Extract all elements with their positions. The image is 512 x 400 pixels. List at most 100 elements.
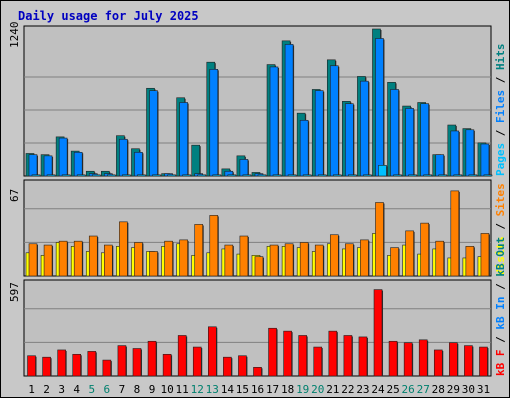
bar <box>137 174 146 177</box>
bar <box>465 129 475 177</box>
bar <box>42 356 51 377</box>
x-tick-label: 23 <box>356 383 369 396</box>
bar <box>343 335 353 377</box>
bar <box>147 340 157 377</box>
x-tick-label: 2 <box>43 383 50 396</box>
bar <box>298 335 307 377</box>
x-tick-label: 25 <box>386 383 399 396</box>
bar <box>134 151 143 177</box>
bar <box>164 240 173 277</box>
bar <box>149 251 158 277</box>
x-tick-label: 14 <box>221 383 235 396</box>
bar <box>449 342 458 377</box>
bar <box>197 174 207 177</box>
bar <box>179 102 188 177</box>
bar <box>43 244 53 277</box>
panel-hits-files-pages: 1240 Pages / Files / Hits <box>8 22 507 177</box>
x-tick-label: 29 <box>447 383 460 396</box>
bar <box>177 335 187 377</box>
bar <box>268 327 277 377</box>
x-tick-label: 12 <box>191 383 204 396</box>
x-tick-label: 3 <box>58 383 65 396</box>
bar <box>209 69 219 177</box>
bar <box>313 346 323 377</box>
bar <box>61 174 71 177</box>
bar <box>314 90 324 177</box>
bar <box>73 151 83 177</box>
bar <box>152 174 161 177</box>
bar <box>408 174 417 177</box>
bar <box>117 345 127 377</box>
bar <box>149 90 158 177</box>
bar <box>162 353 172 377</box>
bar <box>345 243 354 277</box>
bar <box>332 174 342 177</box>
x-tick-label: 21 <box>326 383 339 396</box>
bar <box>28 243 38 277</box>
x-tick-label: 15 <box>236 383 249 396</box>
bar <box>223 356 232 377</box>
legend-separator: / <box>494 70 507 90</box>
x-tick-label: 20 <box>311 383 324 396</box>
x-tick-label: 22 <box>341 383 354 396</box>
bar <box>31 174 41 177</box>
bar <box>87 351 97 377</box>
bar <box>373 289 383 377</box>
bar <box>287 174 297 177</box>
legend-kbf: kB F <box>494 350 507 377</box>
bar <box>43 155 53 177</box>
legend: Visits / Sites <box>494 183 507 276</box>
x-tick-label: 28 <box>432 383 445 396</box>
series-kb-f <box>27 289 489 377</box>
series-files <box>28 38 490 177</box>
bar <box>28 154 38 177</box>
bar <box>224 244 234 277</box>
x-tick-label: 19 <box>296 383 309 396</box>
bar <box>119 221 128 277</box>
bar <box>72 353 82 377</box>
bar <box>483 174 493 177</box>
bar <box>314 244 324 277</box>
bar <box>284 44 294 177</box>
legend-sites: Sites <box>494 183 507 216</box>
bar <box>191 144 201 177</box>
bar <box>390 247 399 277</box>
x-tick-label: 10 <box>160 383 173 396</box>
bar <box>209 215 219 277</box>
bar <box>418 339 428 377</box>
bar <box>390 89 399 177</box>
x-tick-label: 26 <box>402 383 415 396</box>
bar <box>480 143 490 177</box>
bar <box>329 234 339 277</box>
bar <box>194 224 204 277</box>
bar <box>302 174 312 177</box>
bar <box>58 240 68 277</box>
bar <box>375 38 384 177</box>
bar <box>269 66 279 177</box>
bar <box>375 202 384 277</box>
bar <box>479 346 488 377</box>
bar <box>363 174 372 177</box>
bar <box>88 235 98 277</box>
x-tick-label: 7 <box>119 383 126 396</box>
bar <box>167 174 176 177</box>
bar <box>405 108 414 177</box>
legend-kbout: kB Out <box>494 237 507 277</box>
legend: kB F / kB In / kB Out <box>494 237 507 376</box>
bar <box>328 330 338 377</box>
legend-pages: Pages <box>494 143 507 176</box>
plot-area <box>23 279 492 377</box>
bar <box>269 244 279 277</box>
bar <box>360 239 369 277</box>
x-tick-label: 24 <box>371 383 385 396</box>
bar <box>465 246 475 277</box>
bar <box>283 330 292 377</box>
bar <box>450 190 460 277</box>
bar <box>480 233 490 277</box>
chart-title: Daily usage for July 2025 <box>18 9 199 23</box>
bar <box>329 65 339 177</box>
max-value-label: 597 <box>8 282 21 302</box>
legend-files: Files <box>494 90 507 123</box>
bar <box>403 342 413 377</box>
